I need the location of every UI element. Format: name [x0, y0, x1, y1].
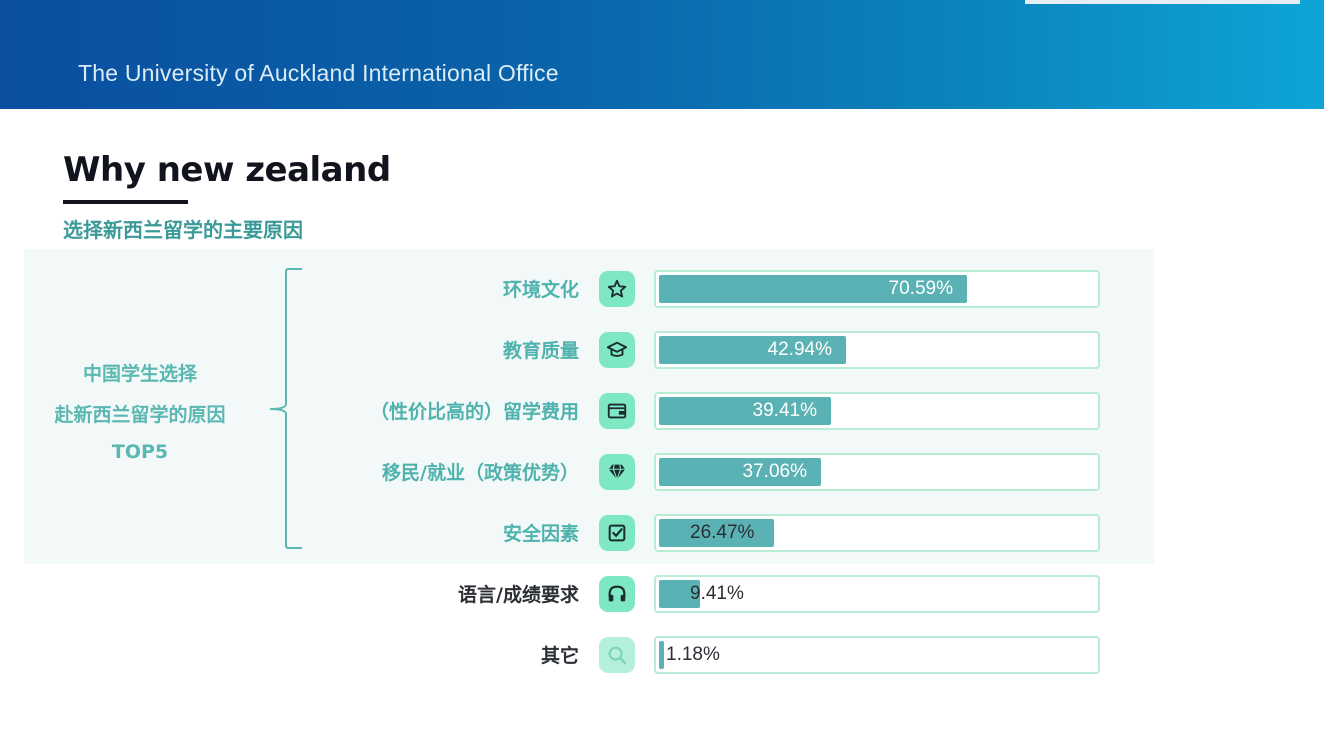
- data-label: 39.41%: [752, 400, 817, 421]
- header-banner: The University of Auckland International…: [0, 0, 1324, 109]
- bar: [659, 641, 664, 669]
- category-label: 语言/成绩要求: [458, 584, 579, 606]
- bar-track: 37.06%: [654, 453, 1100, 491]
- category-label: 教育质量: [502, 340, 579, 362]
- side-label-line1: 中国学生选择: [82, 363, 197, 385]
- data-label: 42.94%: [767, 339, 832, 360]
- bar-track: 39.41%: [654, 392, 1100, 430]
- data-label: 1.18%: [666, 644, 720, 665]
- data-label: 37.06%: [742, 461, 807, 482]
- diamond-icon: [599, 454, 635, 490]
- bar-track: 70.59%: [654, 270, 1100, 308]
- headphones-icon: [599, 576, 635, 612]
- bar-track: 26.47%: [654, 514, 1100, 552]
- bar: [659, 519, 774, 547]
- category-label: （性价比高的）留学费用: [369, 401, 579, 423]
- bar: [659, 275, 967, 303]
- title-underline: [63, 200, 188, 204]
- bar: [659, 336, 846, 364]
- bar: [659, 458, 821, 486]
- bar-track: 9.41%: [654, 575, 1100, 613]
- data-label: 9.41%: [690, 583, 744, 604]
- graduation-cap-icon: [599, 332, 635, 368]
- category-label: 环境文化: [502, 279, 579, 301]
- page-subtitle: 选择新西兰留学的主要原因: [63, 218, 303, 242]
- wallet-icon: [599, 393, 635, 429]
- category-label: 其它: [540, 645, 579, 667]
- category-label: 移民/就业（政策优势）: [382, 462, 579, 484]
- header-tab-strip: [1025, 0, 1300, 4]
- data-label: 70.59%: [888, 278, 953, 299]
- category-label: 安全因素: [502, 523, 579, 545]
- bar-track: 1.18%: [654, 636, 1100, 674]
- bar: [659, 580, 700, 608]
- magnifier-icon: [599, 637, 635, 673]
- bracket-brace: [269, 268, 302, 549]
- checkbox-icon: [599, 515, 635, 551]
- side-label-line2: 赴新西兰留学的原因: [54, 404, 226, 426]
- bar-track: 42.94%: [654, 331, 1100, 369]
- star-icon: [599, 271, 635, 307]
- page-title: Why new zealand: [63, 150, 391, 190]
- side-label-line3: TOP5: [111, 441, 169, 463]
- header-title: The University of Auckland International…: [78, 60, 559, 86]
- data-label: 26.47%: [690, 522, 755, 543]
- bar: [659, 397, 831, 425]
